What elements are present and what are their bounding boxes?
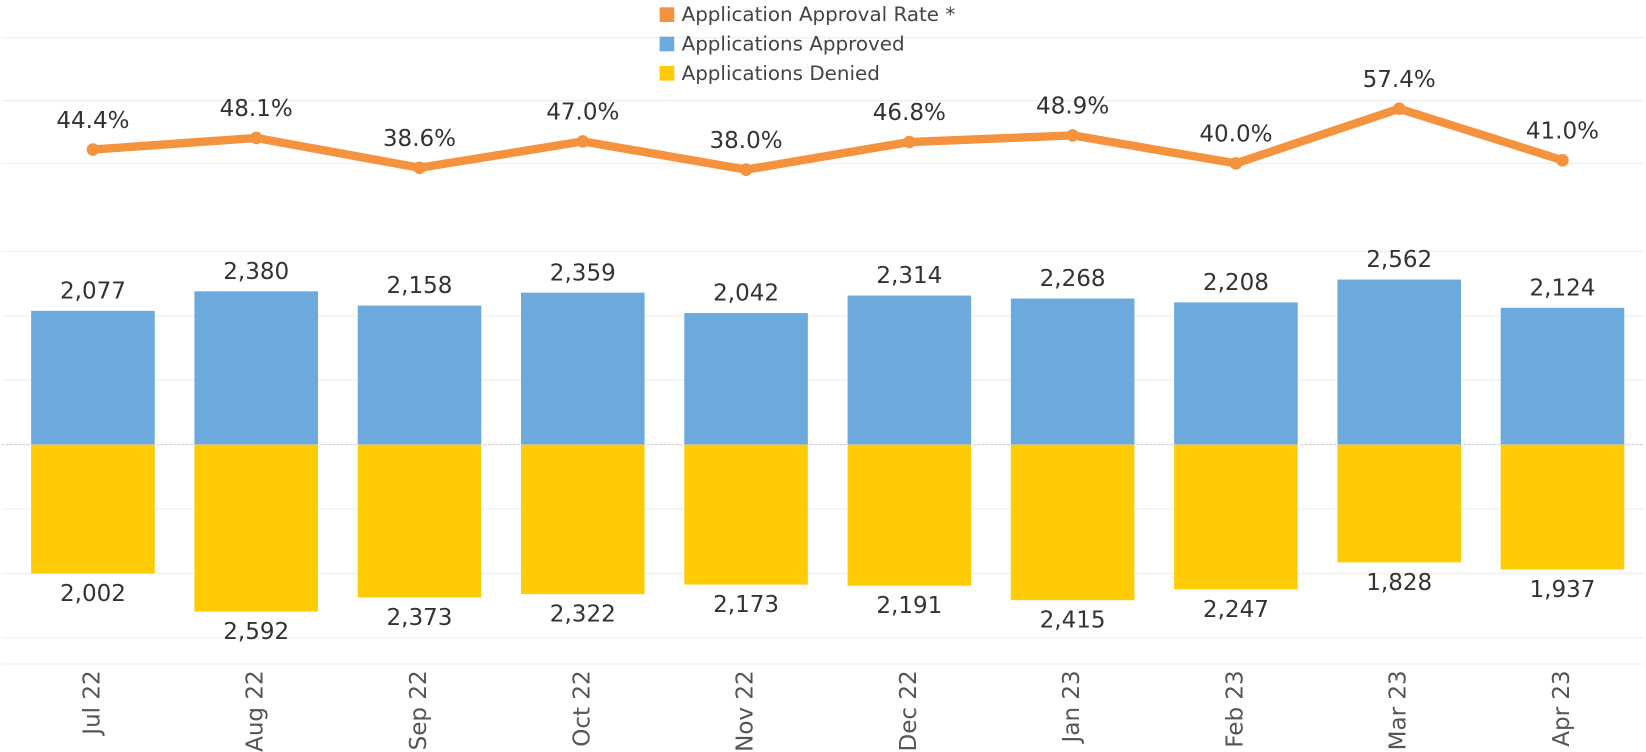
rate-point [86, 143, 100, 156]
legend-swatch [659, 36, 675, 52]
bar [357, 305, 482, 445]
legend-swatch [659, 65, 675, 81]
data-label: 2,077 [60, 278, 126, 304]
bar [194, 444, 319, 612]
data-label: 46.8% [873, 100, 946, 126]
bar [1010, 444, 1135, 601]
data-label: 48.1% [220, 96, 293, 122]
rate-point [1392, 102, 1406, 115]
x-tick-label: Jan 23 [1059, 670, 1085, 744]
bar [1174, 302, 1298, 445]
bar [1337, 279, 1461, 445]
bar [520, 444, 645, 595]
x-tick-label: Aug 22 [243, 670, 269, 752]
legend-label: Applications Denied [682, 62, 880, 85]
bar [1010, 298, 1135, 445]
bar [1500, 307, 1625, 445]
data-label: 48.9% [1036, 94, 1109, 120]
bar [31, 310, 155, 445]
data-label: 2,322 [550, 602, 616, 628]
data-label: 2,415 [1040, 608, 1106, 634]
data-label: 57.4% [1363, 67, 1436, 93]
data-label: 47.0% [546, 100, 619, 126]
rate-point [413, 161, 426, 175]
rate-point [1066, 129, 1079, 142]
x-tick-label: Dec 22 [896, 670, 922, 751]
data-label: 38.6% [383, 126, 456, 152]
bar [684, 444, 808, 585]
data-label: 2,380 [223, 259, 289, 285]
data-label: 2,268 [1040, 266, 1106, 292]
x-tick-label: Feb 23 [1222, 670, 1248, 747]
data-label: 40.0% [1199, 122, 1272, 148]
data-label: 2,124 [1530, 275, 1596, 301]
rate-point [1229, 157, 1243, 170]
x-tick-label: Sep 22 [406, 670, 432, 750]
data-label: 2,592 [223, 619, 289, 645]
data-label: 38.0% [709, 128, 782, 154]
x-tick-label: Oct 22 [569, 670, 595, 746]
x-tick-label: Mar 23 [1386, 670, 1412, 750]
rate-point [576, 135, 590, 148]
legend-label: Application Approval Rate * [682, 3, 956, 26]
bar [684, 313, 808, 445]
x-tick-label: Jul 22 [79, 670, 105, 736]
rate-point [739, 163, 753, 176]
data-label: 2,359 [550, 260, 616, 286]
rate-point [1556, 153, 1569, 167]
rate-point [249, 131, 263, 145]
bar [1500, 444, 1625, 570]
bar [847, 295, 972, 445]
data-label: 2,191 [876, 593, 942, 619]
bar [194, 291, 319, 445]
rate-point [903, 135, 916, 149]
legend-label: Applications Approved [682, 33, 905, 56]
bar [520, 292, 645, 445]
x-tick-label: Apr 23 [1549, 670, 1575, 746]
bar [847, 444, 972, 586]
bar [1337, 444, 1461, 563]
data-label: 2,208 [1203, 270, 1269, 296]
rate-line [92, 104, 1564, 174]
data-label: 1,937 [1530, 577, 1596, 603]
data-label: 2,158 [387, 273, 453, 299]
bar [31, 444, 155, 574]
data-label: 2,562 [1366, 247, 1432, 273]
data-label: 2,314 [876, 263, 942, 289]
data-label: 2,373 [387, 605, 453, 631]
x-tick-label: Nov 22 [733, 670, 759, 752]
data-label: 1,828 [1366, 570, 1432, 596]
bar [1174, 444, 1298, 590]
data-label: 2,002 [60, 581, 126, 607]
legend-swatch [659, 7, 675, 22]
data-label: 44.4% [56, 108, 129, 134]
data-label: 2,042 [713, 281, 779, 307]
data-label: 2,173 [713, 592, 779, 618]
bar [357, 444, 482, 598]
data-label: 2,247 [1203, 597, 1269, 623]
data-label: 41.0% [1526, 118, 1599, 144]
